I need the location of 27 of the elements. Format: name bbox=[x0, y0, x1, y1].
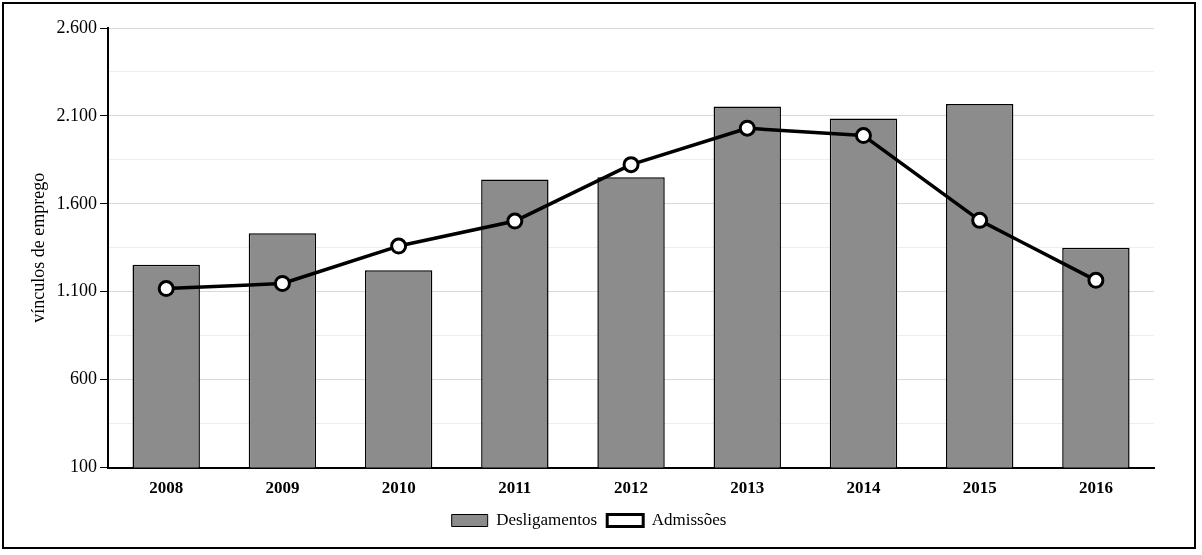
x-tick-label: 2010 bbox=[381, 478, 416, 498]
x-tick-label: 2011 bbox=[498, 478, 532, 498]
y-tick-label: 100 bbox=[70, 456, 98, 477]
y-tick-label: 600 bbox=[70, 368, 98, 389]
point bbox=[622, 156, 640, 174]
point bbox=[273, 275, 291, 292]
y-tick-label: 1.600 bbox=[56, 192, 98, 213]
legend-label: Admissões bbox=[651, 509, 727, 529]
y-tick-label: 2.600 bbox=[56, 16, 98, 37]
x-tick-label: 2015 bbox=[962, 478, 997, 498]
x-tick-label: 2013 bbox=[730, 478, 765, 498]
x-tick-label: 2016 bbox=[1078, 478, 1113, 498]
point bbox=[738, 119, 756, 137]
y-tick-label: 1.100 bbox=[56, 280, 98, 301]
y-tick-label: 2.100 bbox=[56, 104, 98, 125]
point bbox=[971, 211, 989, 229]
x-tick-label: 2012 bbox=[614, 478, 649, 498]
point bbox=[1087, 271, 1105, 289]
x-tick-label: 2009 bbox=[265, 478, 300, 498]
x-tick-label: 2008 bbox=[149, 478, 184, 498]
y-axis-title: vínculos de emprego bbox=[27, 172, 48, 323]
legend-label: Desligamentos bbox=[496, 509, 598, 529]
point bbox=[506, 212, 524, 230]
x-tick-label: 2014 bbox=[846, 478, 881, 498]
point bbox=[390, 237, 408, 255]
point bbox=[157, 280, 175, 298]
point bbox=[854, 127, 872, 145]
